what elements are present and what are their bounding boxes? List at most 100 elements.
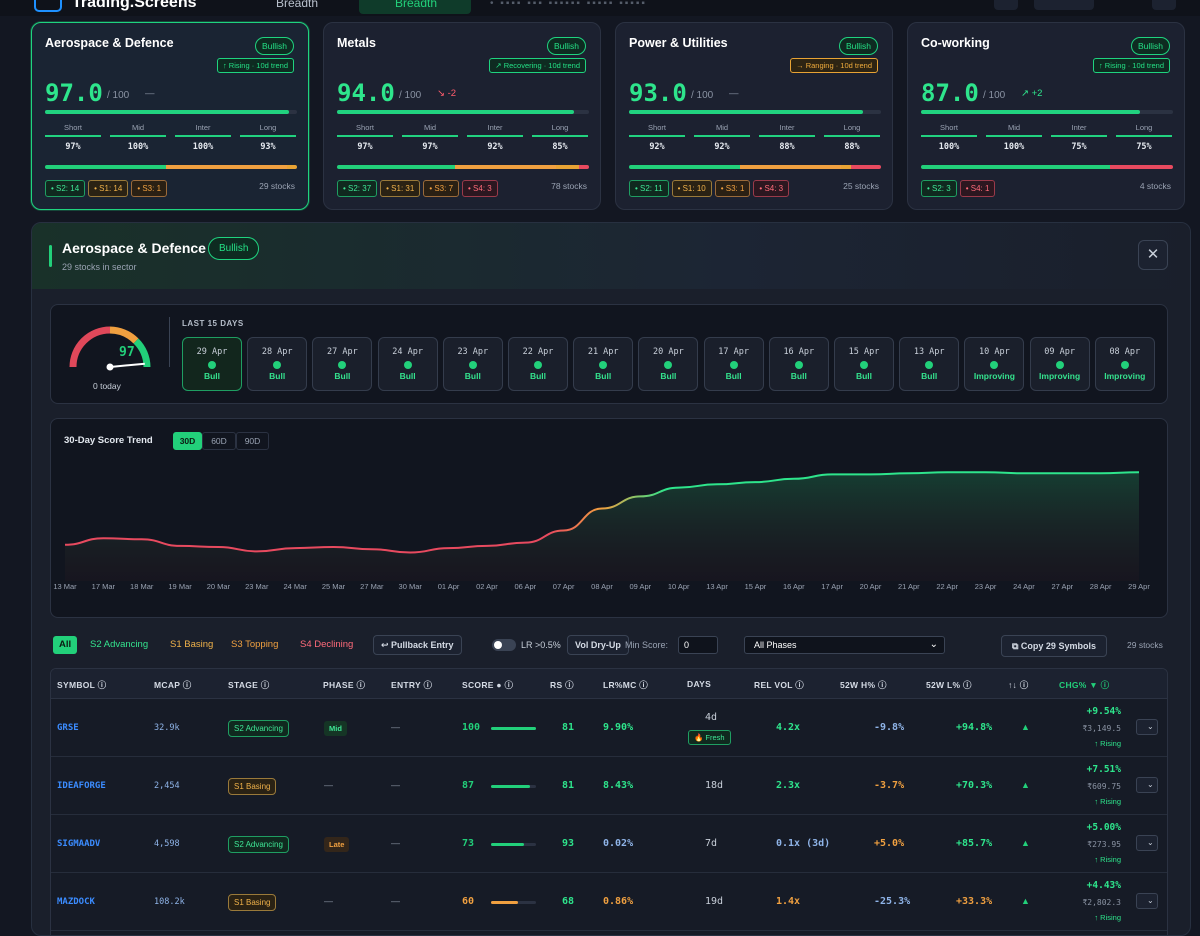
table-row[interactable]: MAZDOCK 108.2k S1 Basing — — 60 68 0.86%…	[51, 873, 1167, 931]
column-header[interactable]: SCORE ● ⓘ	[462, 680, 514, 690]
column-header[interactable]: PHASE ⓘ	[323, 680, 366, 690]
day-status-1[interactable]: 28 Apr Bull	[247, 337, 308, 391]
column-header[interactable]: RS ⓘ	[550, 680, 574, 690]
vol-dry-up-button[interactable]: Vol Dry-Up	[567, 635, 629, 655]
menu-button[interactable]	[1152, 0, 1176, 10]
stage-distribution-bar	[45, 165, 297, 169]
expand-row-button[interactable]: ⌄	[1136, 719, 1158, 735]
user-menu-button[interactable]	[1034, 0, 1094, 10]
column-header[interactable]: 52W H% ⓘ	[840, 680, 887, 690]
stage-chip-s2[interactable]: • S2: 11	[629, 180, 669, 197]
stage-distribution-bar	[629, 165, 881, 169]
column-header[interactable]: LR%MC ⓘ	[603, 680, 649, 690]
phase-select[interactable]: All Phases ⌄	[744, 636, 945, 654]
day-status-12[interactable]: 10 Apr Improving	[964, 337, 1025, 391]
column-header[interactable]: REL VOL ⓘ	[754, 680, 805, 690]
column-header[interactable]: CHG% ▼ ⓘ	[1059, 680, 1110, 690]
range-30d-button[interactable]: 30D	[173, 432, 202, 450]
min-score-input[interactable]: 0	[678, 636, 718, 654]
rising-label: ↑ Rising	[1094, 797, 1121, 806]
sector-card-co-working[interactable]: Co-working Bullish ↑ Rising · 10d trend 87.…	[907, 22, 1185, 210]
column-header[interactable]: DAYS	[687, 679, 712, 689]
horizon-scores: Short 97% Mid 100% Inter 100% Long 93%	[45, 123, 297, 153]
stage-chip-s3[interactable]: • S3: 1	[131, 180, 168, 197]
x-tick-label: 06 Apr	[514, 582, 537, 591]
symbol-link[interactable]: SIGMAADV	[57, 839, 101, 849]
stage-chip-s4[interactable]: • S4: 3	[462, 180, 498, 197]
column-header[interactable]: 52W L% ⓘ	[926, 680, 972, 690]
close-button[interactable]: ✕	[1138, 240, 1168, 270]
stage-chip-s1[interactable]: • S1: 10	[671, 180, 712, 197]
day-status-3[interactable]: 24 Apr Bull	[377, 337, 438, 391]
horizon-long: Long 88%	[824, 123, 880, 152]
day-status-6[interactable]: 21 Apr Bull	[573, 337, 634, 391]
column-header[interactable]: SYMBOL ⓘ	[57, 680, 107, 690]
expand-row-button[interactable]: ⌄	[1136, 893, 1158, 909]
range-90d-button[interactable]: 90D	[236, 432, 269, 450]
horizon-value: 92%	[487, 142, 503, 152]
nav-breadth[interactable]: Breadth	[276, 0, 319, 10]
pullback-entry-button[interactable]: ↩ Pullback Entry	[373, 635, 462, 655]
sector-detail-panel: Aerospace & Defence Bullish 29 stocks in…	[31, 222, 1191, 936]
filter-tab-all[interactable]: All	[53, 636, 78, 654]
stage-chip-s4[interactable]: • S4: 1	[959, 180, 996, 197]
day-status-5[interactable]: 22 Apr Bull	[508, 337, 568, 391]
day-status-13[interactable]: 09 Apr Improving	[1029, 337, 1090, 391]
column-header[interactable]: STAGE ⓘ	[228, 680, 270, 690]
x-tick-label: 10 Apr	[667, 582, 690, 591]
last-15-days-heading: LAST 15 DAYS	[182, 319, 244, 328]
stage-chip-s3[interactable]: • S3: 7	[423, 180, 460, 197]
day-status-7[interactable]: 20 Apr Bull	[638, 337, 699, 391]
column-header[interactable]: ↑↓ ⓘ	[1008, 680, 1029, 690]
nav-sector-breadth[interactable]: Breadth	[359, 0, 471, 14]
expand-row-button[interactable]: ⌄	[1136, 835, 1158, 851]
day-status-8[interactable]: 17 Apr Bull	[703, 337, 764, 391]
status-dot	[273, 361, 282, 369]
table-row[interactable]: GRSE 32.9k S2 Advancing Mid — 100 81 9.9…	[51, 699, 1167, 757]
range-60d-button[interactable]: 60D	[202, 432, 236, 450]
day-status-11[interactable]: 13 Apr Bull	[899, 337, 960, 391]
day-status: Bull	[660, 371, 677, 381]
sector-card-metals[interactable]: Metals Bullish ↗ Recovering · 10d trend 94.…	[323, 22, 601, 210]
sector-card-aerospace-defence[interactable]: Aerospace & Defence Bullish ↑ Rising · 10d…	[31, 22, 309, 210]
card-status-badge: Bullish	[1130, 37, 1170, 55]
symbol-link[interactable]: IDEAFORGE	[57, 781, 106, 791]
day-status-0[interactable]: 29 Apr Bull	[182, 337, 242, 391]
stage-chip-s1[interactable]: • S1: 31	[380, 180, 421, 197]
nav-items-cropped[interactable]: • ▪▪▪▪ ▪▪▪ ▪▪▪▪▪▪ ▪▪▪▪▪ ▪▪▪▪▪	[490, 0, 647, 9]
filter-tab-s1-basing[interactable]: S1 Basing	[170, 639, 214, 650]
settings-button[interactable]	[994, 0, 1018, 10]
day-status-14[interactable]: 08 Apr Improving	[1094, 337, 1155, 391]
symbol-link[interactable]: GRSE	[57, 723, 79, 733]
symbol-link[interactable]: MAZDOCK	[57, 897, 95, 907]
stage-chip-s2[interactable]: • S2: 3	[921, 180, 957, 197]
filter-tab-s4-declining[interactable]: S4 Declining	[300, 639, 354, 650]
lr-toggle[interactable]	[492, 639, 516, 651]
sector-card-power-utilities[interactable]: Power & Utilities Bullish → Ranging · 10d …	[615, 22, 893, 210]
table-row[interactable]: IDEAFORGE 2,454 S1 Basing — — 87 81 8.43…	[51, 757, 1167, 815]
day-status-2[interactable]: 27 Apr Bull	[312, 337, 373, 391]
card-status-badge: Bullish	[254, 37, 294, 55]
day-status-9[interactable]: 16 Apr Bull	[768, 337, 829, 391]
up-arrow-icon: ▲	[1021, 722, 1030, 732]
day-status-4[interactable]: 23 Apr Bull	[442, 337, 503, 391]
table-row[interactable]: SIGMAADV 4,598 S2 Advancing Late — 73 93…	[51, 815, 1167, 873]
stage-chip-s1[interactable]: • S1: 14	[88, 180, 129, 197]
filter-tab-s2-advancing[interactable]: S2 Advancing	[90, 639, 149, 650]
expand-row-button[interactable]: ⌄	[1136, 777, 1158, 793]
horizon-value: 97%	[357, 142, 373, 152]
price-value: ₹273.95	[1087, 840, 1121, 849]
stage-chip-s2[interactable]: • S2: 37	[337, 180, 378, 197]
day-date: 16 Apr	[783, 347, 815, 357]
column-header[interactable]: MCAP ⓘ	[154, 680, 192, 690]
stage-chip-s4[interactable]: • S4: 3	[753, 180, 790, 197]
day-status-10[interactable]: 15 Apr Bull	[834, 337, 894, 391]
stage-chip-s2[interactable]: • S2: 14	[45, 180, 86, 197]
filter-tab-s3-topping[interactable]: S3 Topping	[231, 639, 279, 650]
stage-chip-s3[interactable]: • S3: 1	[714, 180, 751, 197]
horizon-mid: Mid 100%	[986, 123, 1042, 152]
copy-symbols-button[interactable]: ⧉ Copy 29 Symbols	[1001, 635, 1107, 657]
horizon-line	[986, 135, 1042, 137]
column-header[interactable]: ENTRY ⓘ	[391, 680, 433, 690]
chg-percent: +4.43%	[1086, 880, 1121, 891]
